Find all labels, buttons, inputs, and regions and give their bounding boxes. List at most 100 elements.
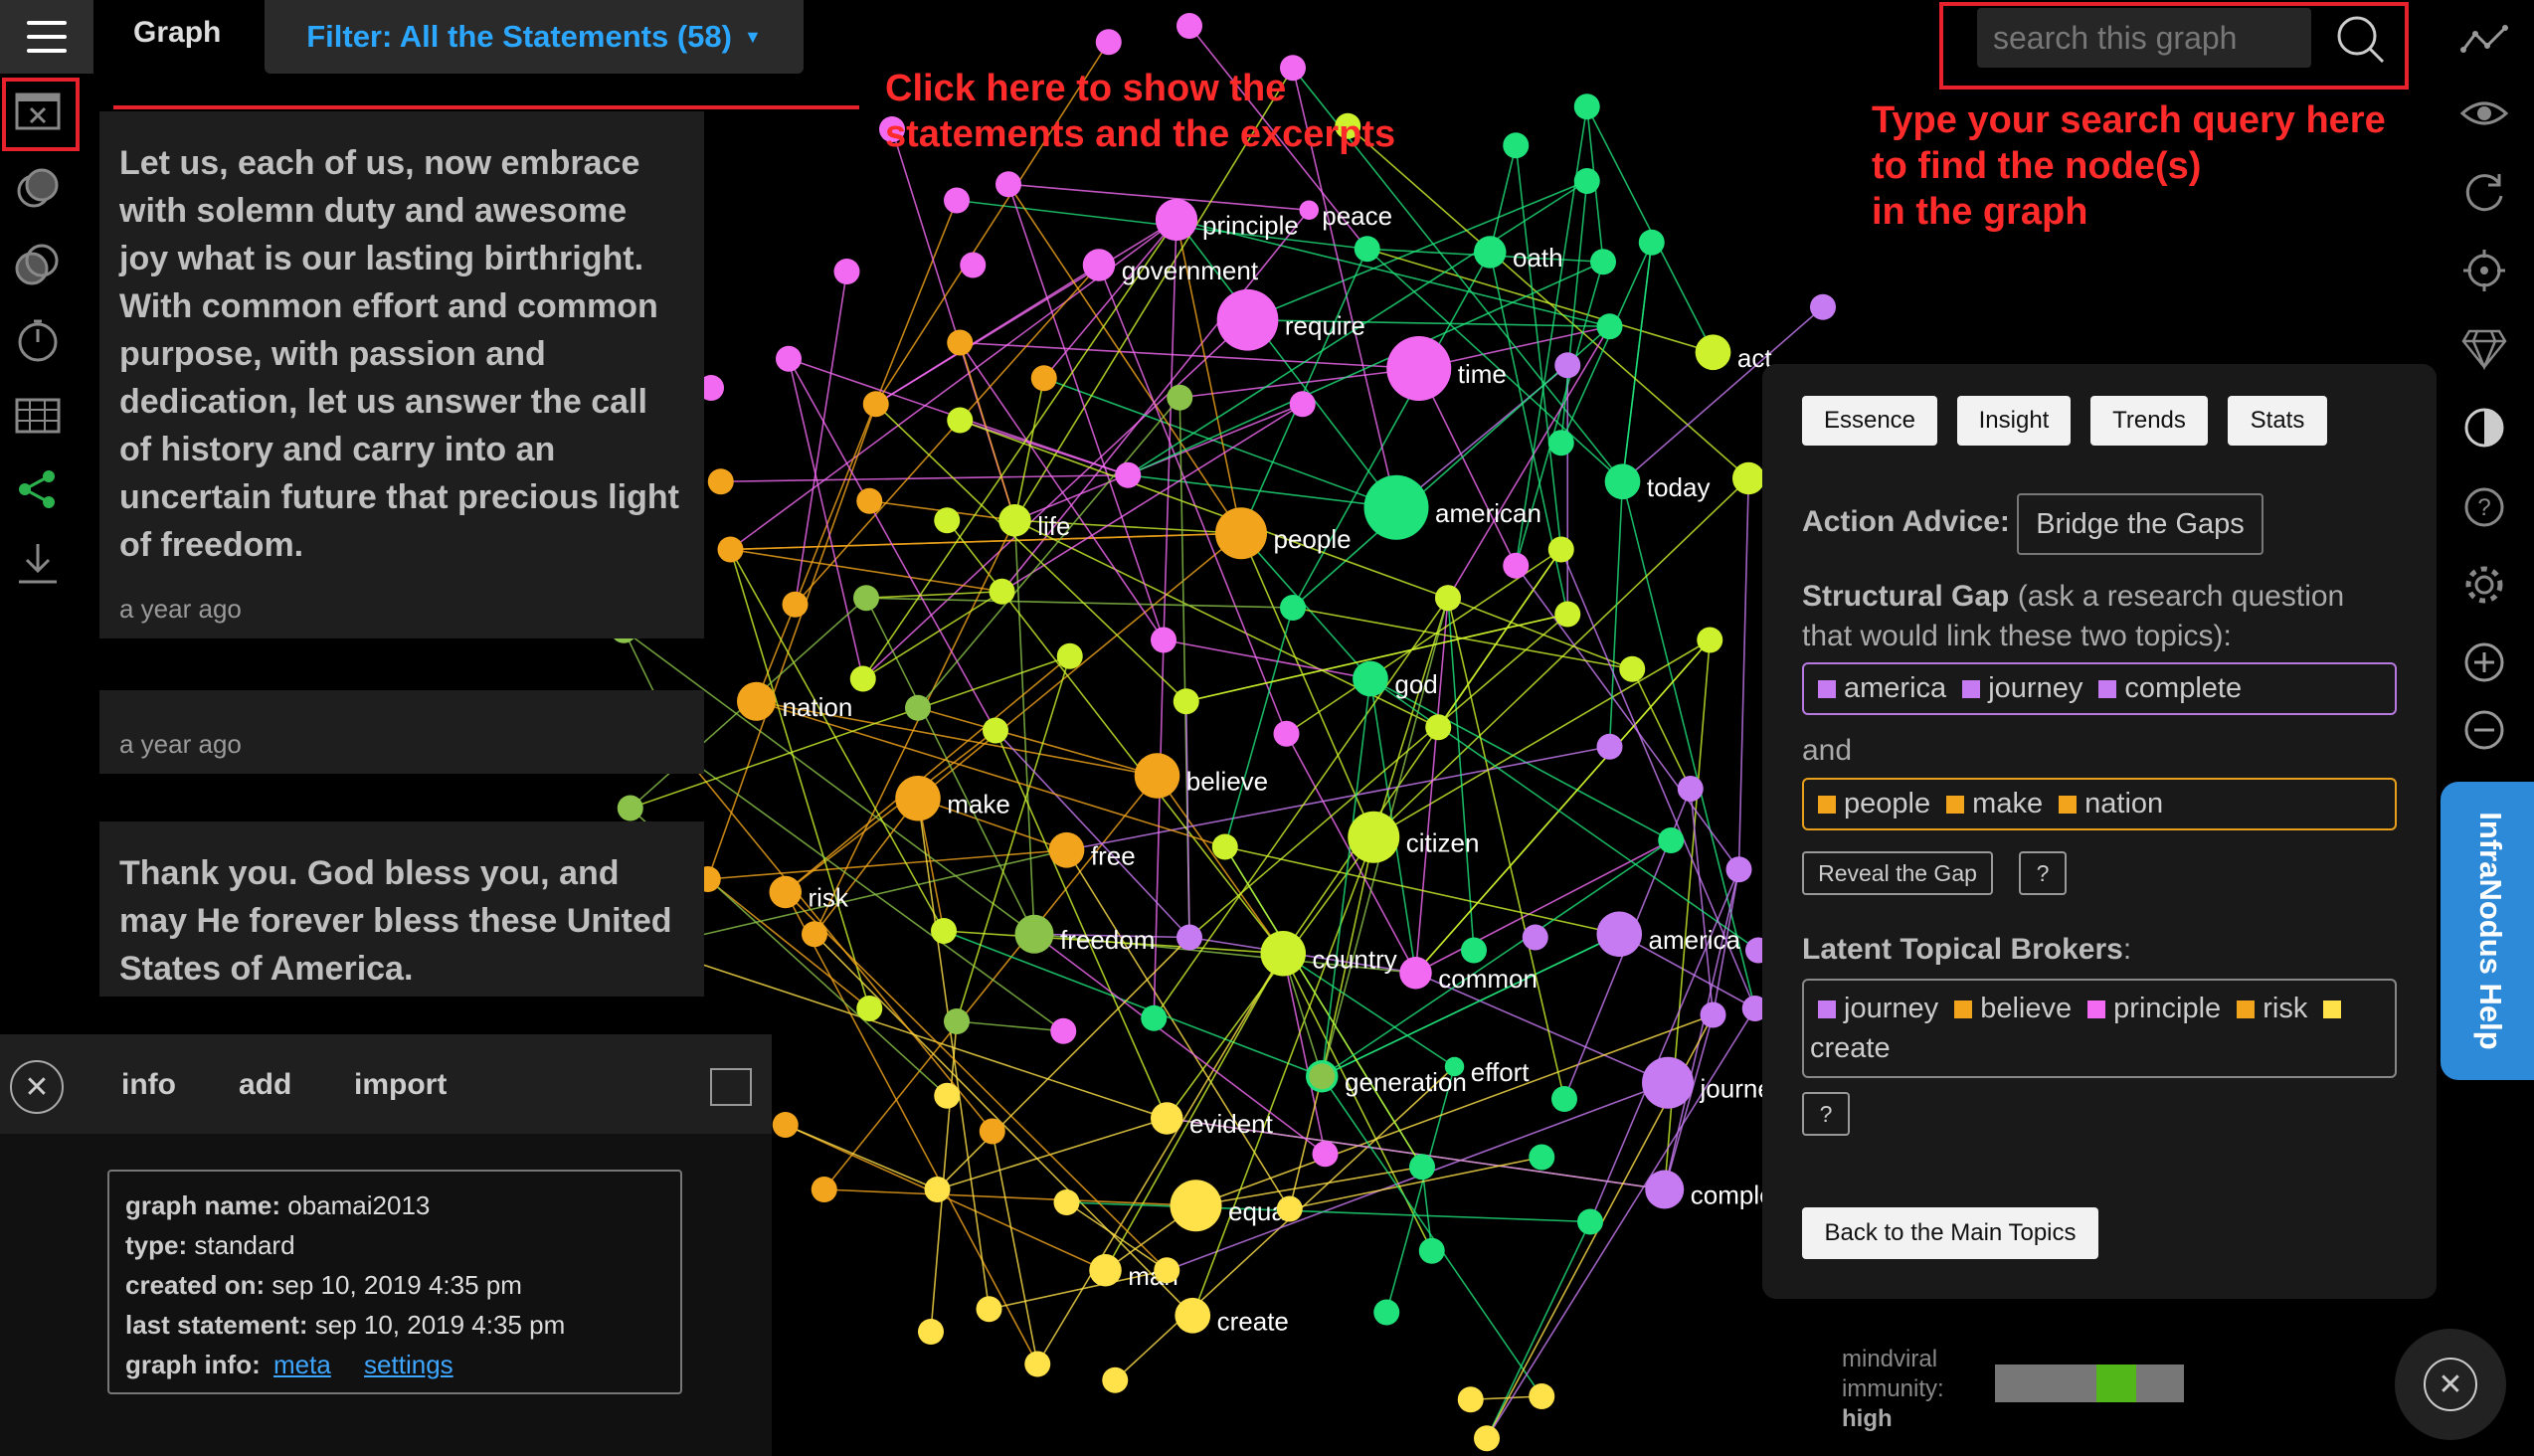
node-citizen[interactable] bbox=[1348, 811, 1400, 863]
graph-node[interactable] bbox=[1474, 1425, 1500, 1452]
gap-help-button[interactable]: ? bbox=[2019, 851, 2067, 895]
tab-import[interactable]: import bbox=[354, 1068, 448, 1101]
graph-node[interactable] bbox=[802, 921, 827, 948]
layers-icon[interactable] bbox=[12, 163, 64, 215]
graph-node[interactable] bbox=[905, 694, 931, 721]
graph-node[interactable] bbox=[1658, 827, 1685, 853]
graph-node[interactable] bbox=[1409, 1154, 1435, 1181]
gear-icon[interactable] bbox=[2456, 557, 2512, 613]
hamburger-menu-button[interactable] bbox=[0, 0, 93, 74]
graph-node[interactable] bbox=[947, 407, 974, 434]
graph-node[interactable] bbox=[934, 507, 961, 534]
node-god[interactable] bbox=[1353, 660, 1388, 697]
graph-node[interactable] bbox=[1810, 293, 1836, 320]
node-evident[interactable] bbox=[1151, 1102, 1183, 1135]
graph-node[interactable] bbox=[1638, 229, 1665, 256]
search-input[interactable]: search this graph bbox=[1977, 8, 2311, 68]
graph-node[interactable] bbox=[979, 1118, 1005, 1145]
graph-node[interactable] bbox=[1050, 1017, 1077, 1044]
node-risk[interactable] bbox=[769, 875, 803, 909]
graph-node[interactable] bbox=[1102, 1366, 1129, 1393]
focus-target-icon[interactable] bbox=[2456, 243, 2512, 298]
statement-card[interactable]: Thank you. God bless you, and may He for… bbox=[99, 821, 704, 997]
overlap-icon[interactable] bbox=[12, 239, 64, 290]
graph-node[interactable] bbox=[707, 468, 734, 495]
graph-node[interactable] bbox=[1457, 1386, 1484, 1413]
help-icon[interactable]: ? bbox=[2456, 479, 2512, 535]
graph-node[interactable] bbox=[1677, 776, 1704, 802]
close-panel-button[interactable]: ✕ bbox=[2395, 1329, 2506, 1440]
graph-nodes[interactable]: principle peace government require time oath a… bbox=[611, 13, 1851, 1452]
graph-node[interactable] bbox=[1154, 1257, 1180, 1284]
eye-icon[interactable] bbox=[2456, 86, 2512, 141]
graph-node[interactable] bbox=[1335, 112, 1361, 139]
graph-node[interactable] bbox=[1354, 236, 1380, 263]
graph-node[interactable] bbox=[856, 996, 883, 1021]
graph-node[interactable] bbox=[1211, 833, 1238, 860]
graph-node[interactable] bbox=[1596, 313, 1623, 340]
tab-essence[interactable]: Essence bbox=[1802, 396, 1937, 446]
zoom-in-icon[interactable] bbox=[2456, 635, 2512, 690]
tab-insight[interactable]: Insight bbox=[1957, 396, 2071, 446]
meta-link[interactable]: meta bbox=[273, 1350, 331, 1379]
graph-node[interactable] bbox=[976, 1296, 1002, 1323]
graph-node[interactable] bbox=[944, 187, 970, 214]
graph-node[interactable] bbox=[1030, 365, 1057, 392]
node-freedom[interactable] bbox=[1014, 914, 1054, 954]
node-complete[interactable] bbox=[1645, 1170, 1685, 1209]
graph-node[interactable] bbox=[947, 329, 974, 356]
graph-node[interactable] bbox=[833, 259, 860, 284]
graph-node[interactable] bbox=[983, 717, 1008, 744]
node-principle[interactable] bbox=[1155, 198, 1198, 242]
graph-node[interactable] bbox=[776, 345, 802, 372]
reveal-gap-button[interactable]: Reveal the Gap bbox=[1802, 851, 1993, 895]
node-man[interactable] bbox=[1089, 1254, 1122, 1287]
graph-node[interactable] bbox=[1741, 996, 1768, 1021]
tab-trends[interactable]: Trends bbox=[2090, 396, 2208, 446]
graph-node[interactable] bbox=[1176, 924, 1202, 951]
node-life[interactable] bbox=[998, 504, 1031, 537]
graph-node[interactable] bbox=[1173, 688, 1199, 715]
tab-info[interactable]: info bbox=[121, 1068, 176, 1101]
graph-node[interactable] bbox=[1725, 856, 1752, 883]
graph-node[interactable] bbox=[924, 1177, 951, 1202]
graph-node[interactable] bbox=[1547, 536, 1574, 563]
graph-node[interactable] bbox=[1551, 1086, 1577, 1112]
graph-node[interactable] bbox=[1554, 352, 1581, 379]
graph-node[interactable] bbox=[862, 391, 889, 418]
brokers-box[interactable]: journey believe principle risk create bbox=[1802, 979, 2397, 1078]
graph-node[interactable] bbox=[1280, 595, 1306, 621]
graph-node[interactable] bbox=[934, 1082, 961, 1109]
graph-node[interactable] bbox=[1053, 1189, 1080, 1215]
graph-node[interactable] bbox=[1503, 132, 1530, 159]
graph-node[interactable] bbox=[944, 1008, 970, 1034]
graph-node[interactable] bbox=[856, 487, 883, 514]
node-effort[interactable] bbox=[1444, 1056, 1465, 1077]
graph-node[interactable] bbox=[996, 171, 1021, 198]
node-equal[interactable] bbox=[1170, 1180, 1222, 1232]
graph-node[interactable] bbox=[1700, 1001, 1726, 1028]
graph-node[interactable] bbox=[1577, 1208, 1603, 1235]
zoom-out-icon[interactable] bbox=[2456, 702, 2512, 758]
graph-node[interactable] bbox=[1167, 384, 1193, 411]
node-today[interactable] bbox=[1604, 463, 1641, 500]
node-people[interactable] bbox=[1215, 507, 1267, 560]
graph-node[interactable] bbox=[1309, 1063, 1336, 1090]
graph-node[interactable] bbox=[1529, 1144, 1555, 1171]
graph-node[interactable] bbox=[1024, 1351, 1051, 1377]
node-believe[interactable] bbox=[1134, 753, 1180, 799]
search-icon[interactable] bbox=[2333, 12, 2387, 66]
graph-node[interactable] bbox=[1115, 461, 1142, 488]
graph-node[interactable] bbox=[1425, 714, 1452, 741]
statement-card[interactable]: Let us, each of us, now embrace with sol… bbox=[99, 111, 704, 638]
node-time[interactable] bbox=[1386, 336, 1452, 401]
graph-node[interactable] bbox=[1141, 1004, 1168, 1031]
graph-node[interactable] bbox=[918, 1319, 944, 1345]
settings-link[interactable]: settings bbox=[364, 1350, 453, 1379]
graph-node[interactable] bbox=[849, 665, 876, 692]
node-government[interactable] bbox=[1082, 249, 1116, 281]
topic-a-box[interactable]: america journey complete bbox=[1802, 662, 2397, 715]
close-info-button[interactable]: ✕ bbox=[10, 1060, 64, 1114]
graph-node[interactable] bbox=[1151, 627, 1176, 653]
graph-node[interactable] bbox=[1176, 13, 1202, 39]
